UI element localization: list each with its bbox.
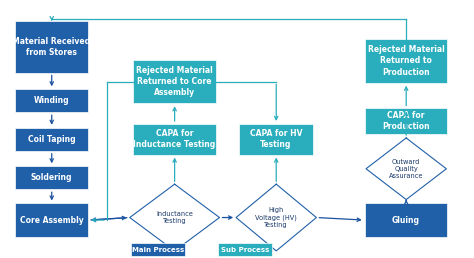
Text: Inductance
Testing: Inductance Testing [156, 211, 193, 224]
Text: Material Received
from Stores: Material Received from Stores [12, 37, 91, 57]
Text: Rejected Material
Returned to Core
Assembly: Rejected Material Returned to Core Assem… [136, 66, 213, 97]
FancyBboxPatch shape [365, 203, 447, 237]
Polygon shape [366, 138, 447, 200]
FancyBboxPatch shape [131, 243, 185, 256]
Text: Soldering: Soldering [31, 173, 72, 182]
FancyBboxPatch shape [239, 124, 313, 155]
FancyBboxPatch shape [15, 89, 88, 112]
Text: Rejected Material
Returned to
Production: Rejected Material Returned to Production [367, 45, 444, 77]
FancyBboxPatch shape [15, 203, 88, 237]
Text: CAPA for
Production: CAPA for Production [382, 111, 430, 131]
FancyBboxPatch shape [365, 108, 447, 134]
FancyBboxPatch shape [218, 243, 273, 256]
Text: Coil Taping: Coil Taping [27, 135, 75, 144]
Text: CAPA for HV
Testing: CAPA for HV Testing [250, 129, 302, 149]
FancyBboxPatch shape [15, 166, 88, 189]
Text: CAPA for
Inductance Testing: CAPA for Inductance Testing [133, 129, 216, 149]
Text: Gluing: Gluing [392, 216, 420, 225]
Text: Main Process: Main Process [132, 247, 184, 253]
FancyBboxPatch shape [15, 128, 88, 151]
Text: Sub Process: Sub Process [221, 247, 269, 253]
Polygon shape [236, 184, 317, 251]
Text: Winding: Winding [34, 96, 69, 105]
Text: High
Voltage (HV)
Testing: High Voltage (HV) Testing [255, 207, 297, 228]
FancyBboxPatch shape [133, 60, 216, 103]
FancyBboxPatch shape [133, 124, 216, 155]
FancyBboxPatch shape [365, 39, 447, 83]
Text: Core Assembly: Core Assembly [19, 216, 83, 225]
Text: Outward
Quality
Assurance: Outward Quality Assurance [389, 159, 423, 179]
FancyBboxPatch shape [15, 21, 88, 72]
Polygon shape [130, 184, 219, 251]
